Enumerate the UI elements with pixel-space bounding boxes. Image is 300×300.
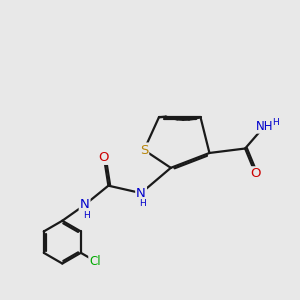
Text: Cl: Cl [89, 254, 101, 268]
Text: H: H [139, 199, 146, 208]
Text: N: N [80, 199, 89, 212]
Text: S: S [140, 143, 148, 157]
Text: NH: NH [256, 120, 273, 133]
Text: O: O [99, 151, 109, 164]
Text: H: H [83, 211, 89, 220]
Text: H: H [272, 118, 279, 127]
Text: N: N [136, 187, 146, 200]
Text: O: O [250, 167, 261, 180]
